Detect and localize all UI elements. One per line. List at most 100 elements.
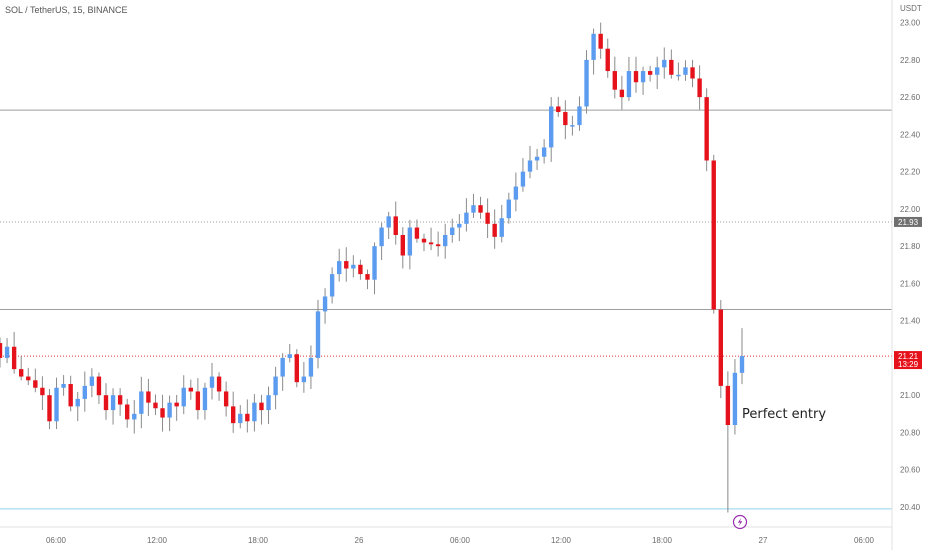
candle-body[interactable]	[626, 71, 632, 98]
candle-body[interactable]	[662, 59, 667, 68]
candle-body[interactable]	[11, 346, 17, 370]
candle-body[interactable]	[337, 261, 342, 275]
candle-body[interactable]	[26, 376, 31, 381]
candle-body[interactable]	[75, 398, 80, 407]
candle-body[interactable]	[633, 71, 639, 83]
candle-body[interactable]	[457, 223, 462, 228]
candle-body[interactable]	[697, 78, 702, 98]
candle-body[interactable]	[89, 376, 95, 386]
candle-body[interactable]	[464, 212, 469, 224]
candle-body[interactable]	[146, 391, 151, 403]
candle-body[interactable]	[570, 125, 575, 127]
candle-body[interactable]	[414, 227, 420, 239]
candle-body[interactable]	[223, 391, 229, 407]
candle-body[interactable]	[534, 156, 540, 161]
candle-body[interactable]	[294, 354, 299, 383]
candle-body[interactable]	[655, 67, 660, 75]
candle-body[interactable]	[266, 395, 271, 411]
candle-body[interactable]	[478, 205, 483, 213]
candle-body[interactable]	[421, 238, 427, 243]
candle-body[interactable]	[619, 89, 625, 98]
candle-body[interactable]	[669, 59, 674, 75]
candle-body[interactable]	[238, 413, 243, 424]
candle-body[interactable]	[287, 354, 292, 358]
candle-body[interactable]	[365, 274, 370, 280]
candle-body[interactable]	[690, 67, 695, 79]
candle-body[interactable]	[47, 395, 52, 422]
candle-body[interactable]	[379, 227, 384, 247]
candle-body[interactable]	[492, 223, 497, 237]
candle-body[interactable]	[0, 343, 3, 358]
candle-body[interactable]	[280, 357, 285, 377]
candle-body[interactable]	[160, 408, 165, 418]
candle-body[interactable]	[139, 391, 144, 414]
candle-body[interactable]	[541, 147, 547, 157]
candle-body[interactable]	[125, 404, 130, 420]
candle-body[interactable]	[506, 199, 511, 219]
candle-body[interactable]	[711, 160, 716, 310]
flash-event-icon[interactable]	[732, 514, 748, 530]
candle-body[interactable]	[443, 234, 448, 247]
candle-body[interactable]	[520, 171, 526, 187]
candle-body[interactable]	[612, 71, 617, 90]
candle-body[interactable]	[33, 380, 38, 388]
candle-body[interactable]	[549, 106, 554, 148]
candle-body[interactable]	[676, 74, 681, 77]
candle-body[interactable]	[231, 406, 236, 424]
candle-body[interactable]	[358, 264, 363, 275]
candle-body[interactable]	[584, 59, 589, 107]
candle-body[interactable]	[315, 311, 321, 358]
candle-body[interactable]	[117, 395, 123, 405]
candle-body[interactable]	[718, 309, 723, 386]
candle-body[interactable]	[372, 246, 377, 280]
candles[interactable]	[0, 22, 745, 513]
candle-body[interactable]	[259, 402, 264, 411]
candle-body[interactable]	[605, 48, 610, 72]
candle-body[interactable]	[407, 227, 413, 256]
candle-body[interactable]	[732, 372, 738, 425]
candle-body[interactable]	[216, 376, 222, 392]
candle-body[interactable]	[301, 376, 307, 383]
candle-body[interactable]	[54, 387, 59, 422]
candle-body[interactable]	[4, 346, 10, 358]
candle-body[interactable]	[563, 112, 568, 126]
candle-body[interactable]	[351, 264, 356, 269]
candle-body[interactable]	[82, 385, 87, 399]
candle-body[interactable]	[132, 413, 137, 420]
candle-body[interactable]	[181, 387, 186, 407]
candle-body[interactable]	[435, 244, 441, 247]
candle-body[interactable]	[393, 216, 398, 235]
candle-body[interactable]	[329, 274, 335, 297]
candle-body[interactable]	[647, 71, 653, 75]
candle-body[interactable]	[640, 71, 646, 83]
candle-body[interactable]	[386, 216, 391, 228]
candle-body[interactable]	[556, 106, 561, 113]
candle-body[interactable]	[252, 402, 257, 422]
candle-body[interactable]	[499, 218, 504, 237]
candle-body[interactable]	[40, 387, 45, 396]
candle-body[interactable]	[153, 402, 158, 409]
candle-body[interactable]	[167, 402, 172, 418]
candle-body[interactable]	[591, 33, 596, 60]
candle-body[interactable]	[704, 97, 709, 161]
candle-body[interactable]	[739, 356, 745, 373]
candle-body[interactable]	[96, 376, 102, 396]
candle-body[interactable]	[400, 234, 405, 256]
candle-body[interactable]	[471, 205, 476, 213]
candle-body[interactable]	[273, 376, 278, 396]
candle-body[interactable]	[344, 261, 349, 269]
candle-body[interactable]	[209, 376, 215, 388]
candle-body[interactable]	[725, 385, 731, 425]
candle-body[interactable]	[68, 384, 73, 407]
candle-body[interactable]	[527, 160, 533, 172]
candle-body[interactable]	[308, 357, 314, 377]
candle-body[interactable]	[322, 296, 328, 312]
candle-body[interactable]	[202, 387, 208, 411]
candle-body[interactable]	[174, 402, 179, 407]
candle-body[interactable]	[195, 391, 201, 411]
candle-body[interactable]	[245, 413, 250, 422]
candle-body[interactable]	[103, 395, 109, 411]
candle-body[interactable]	[450, 227, 455, 235]
time-axis[interactable]: 06:00 12:00 18:00 26 06:00 12:00 18:00 27 06:00	[46, 536, 875, 545]
